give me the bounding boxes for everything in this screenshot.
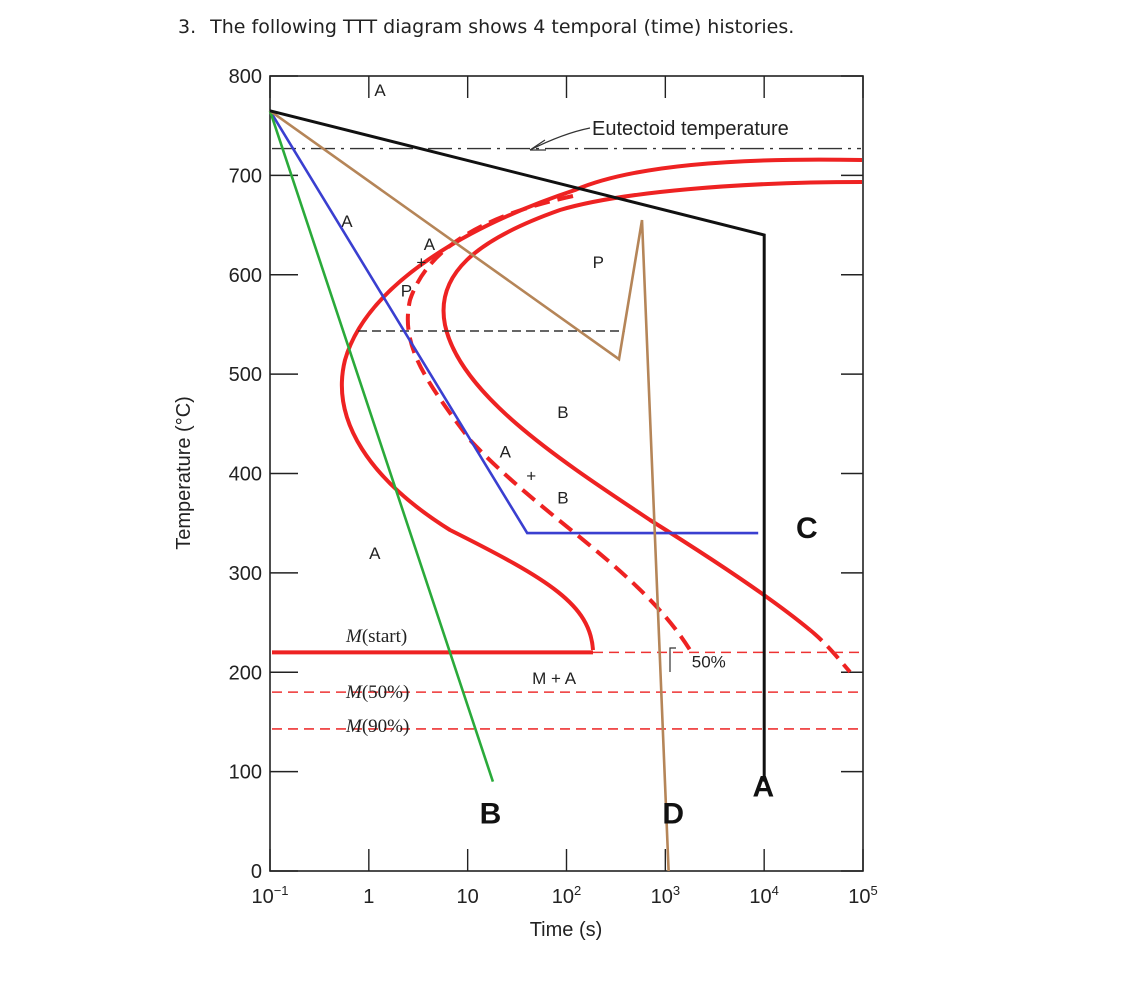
region-label: M + A	[532, 669, 577, 688]
history-label-a: A	[752, 770, 774, 803]
eutectoid-label: Eutectoid temperature	[592, 118, 789, 140]
axis-ticks: 0 100 200 300 400 500 600 700 800 10−1 1 10 102 103 10…	[229, 66, 878, 908]
eutectoid-leader	[529, 127, 591, 151]
region-label: +	[526, 466, 536, 485]
bainite-half-curve	[405, 194, 692, 652]
x-axis-title: Time (s)	[530, 919, 603, 941]
history-d	[269, 109, 670, 872]
x-tick-label: 105	[848, 883, 877, 908]
history-b	[268, 110, 495, 783]
martensite-dashed-lines	[272, 651, 861, 730]
question-body: The following TTT diagram shows 4 tempor…	[210, 16, 795, 38]
plot-frame	[269, 75, 864, 872]
question-number: 3.	[178, 16, 197, 38]
bainite-half-curve-tail	[808, 628, 852, 674]
region-label: A	[369, 544, 381, 563]
history-c	[268, 110, 759, 535]
y-tick-label: 500	[229, 364, 262, 386]
region-label: A	[341, 212, 353, 231]
x-tick-label: 10	[457, 886, 479, 908]
x-tick-label: 102	[552, 883, 581, 908]
y-tick-label: 800	[229, 66, 262, 88]
fifty-percent-bracket	[669, 647, 676, 672]
x-tick-label: 1	[363, 886, 374, 908]
cooling-histories	[268, 109, 766, 872]
region-label: +	[416, 253, 426, 272]
y-tick-label: 0	[251, 861, 262, 883]
pearlite-finish-curve	[441, 180, 863, 632]
x-tick-label: 104	[749, 883, 778, 908]
history-label-d: D	[662, 797, 684, 830]
region-label: P	[593, 253, 604, 272]
question-text: 3. The following TTT diagram shows 4 temp…	[178, 16, 794, 38]
y-tick-label: 600	[229, 265, 262, 287]
region-label: B	[557, 488, 568, 507]
history-label-b: B	[480, 797, 502, 830]
transformation-curves	[272, 157, 863, 674]
region-label: A	[424, 235, 436, 254]
y-tick-label: 200	[229, 662, 262, 684]
history-a	[269, 109, 766, 782]
m-50-label: M(50%)	[345, 682, 409, 703]
y-axis-title: Temperature (°C)	[173, 396, 195, 550]
region-label: P	[401, 282, 412, 301]
history-label-c: C	[796, 512, 818, 545]
y-tick-label: 300	[229, 563, 262, 585]
y-tick-label: 700	[229, 165, 262, 187]
region-label: 50%	[692, 652, 726, 671]
x-tick-label: 103	[651, 883, 680, 908]
region-label: A	[374, 81, 386, 100]
m-90-label: M(90%)	[345, 716, 409, 737]
cooling-history-labels: C B D A	[480, 512, 818, 830]
y-tick-label: 100	[229, 762, 262, 784]
x-tick-label: 10−1	[251, 883, 288, 908]
region-label: B	[557, 403, 568, 422]
m-start-label: M(start)	[345, 626, 407, 647]
region-label: A	[500, 443, 512, 462]
y-tick-label: 400	[229, 464, 262, 486]
pearlite-start-curve	[339, 157, 863, 651]
